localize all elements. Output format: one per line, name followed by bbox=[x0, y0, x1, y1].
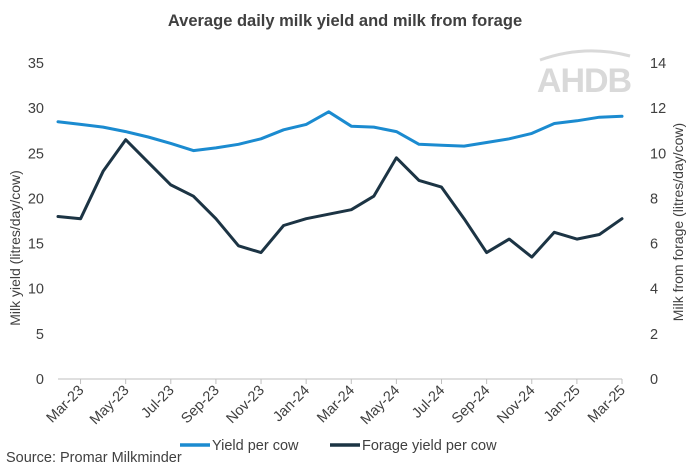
x-tick-label: Jul-23 bbox=[138, 383, 177, 422]
series-group bbox=[56, 110, 624, 259]
chart-title: Average daily milk yield and milk from f… bbox=[168, 12, 522, 30]
right-tick-label: 2 bbox=[650, 327, 658, 343]
x-axis-ticks: Mar-23 May-23 Jul-23 Sep-23 Nov-23 Jan-24 Mar-… bbox=[44, 379, 629, 428]
left-axis-title: Milk yield (litres/day/cow) bbox=[7, 170, 23, 326]
right-tick-label: 14 bbox=[650, 56, 666, 72]
ahdb-logo-text: AHDB bbox=[537, 62, 632, 100]
right-tick-label: 12 bbox=[650, 101, 666, 117]
right-axis-title: Milk from forage (litres/day/cow) bbox=[670, 123, 686, 321]
x-tick-label: Jan-24 bbox=[270, 383, 313, 426]
x-tick-label: Nov-24 bbox=[494, 383, 538, 427]
left-tick-label: 30 bbox=[28, 101, 44, 117]
left-tick-label: 35 bbox=[28, 56, 44, 72]
x-tick-label: Sep-24 bbox=[449, 383, 493, 427]
x-tick-label: Mar-24 bbox=[314, 383, 358, 427]
series-line-forage bbox=[56, 138, 624, 259]
legend-label-forage: Forage yield per cow bbox=[362, 438, 497, 454]
ahdb-logo: AHDB bbox=[537, 49, 633, 100]
left-tick-label: 5 bbox=[36, 327, 44, 343]
x-tick-label: Nov-23 bbox=[223, 383, 267, 427]
legend: Yield per cow Forage yield per cow bbox=[180, 438, 497, 454]
right-tick-label: 4 bbox=[650, 282, 658, 298]
x-tick-label: Jul-24 bbox=[409, 383, 448, 422]
left-axis-ticks: 0 5 10 15 20 25 30 35 bbox=[28, 56, 44, 388]
left-tick-label: 10 bbox=[28, 282, 44, 298]
right-axis-ticks: 0 2 4 6 8 10 12 14 bbox=[650, 56, 666, 388]
right-tick-label: 8 bbox=[650, 191, 658, 207]
left-tick-label: 0 bbox=[36, 372, 44, 388]
right-tick-label: 6 bbox=[650, 237, 658, 253]
left-tick-label: 20 bbox=[28, 191, 44, 207]
legend-label-yield: Yield per cow bbox=[212, 438, 299, 454]
x-tick-label: May-23 bbox=[87, 383, 133, 429]
x-tick-label: Mar-23 bbox=[44, 383, 88, 427]
x-tick-label: Sep-23 bbox=[178, 383, 222, 427]
right-tick-label: 10 bbox=[650, 146, 666, 162]
right-tick-label: 0 bbox=[650, 372, 658, 388]
left-tick-label: 15 bbox=[28, 237, 44, 253]
x-tick-label: Jan-25 bbox=[541, 383, 584, 426]
series-line-yield bbox=[56, 110, 624, 153]
x-tick-label: May-24 bbox=[358, 383, 404, 429]
left-tick-label: 25 bbox=[28, 146, 44, 162]
x-tick-label: Mar-25 bbox=[585, 383, 629, 427]
source-note: Source: Promar Milkminder bbox=[6, 450, 182, 466]
